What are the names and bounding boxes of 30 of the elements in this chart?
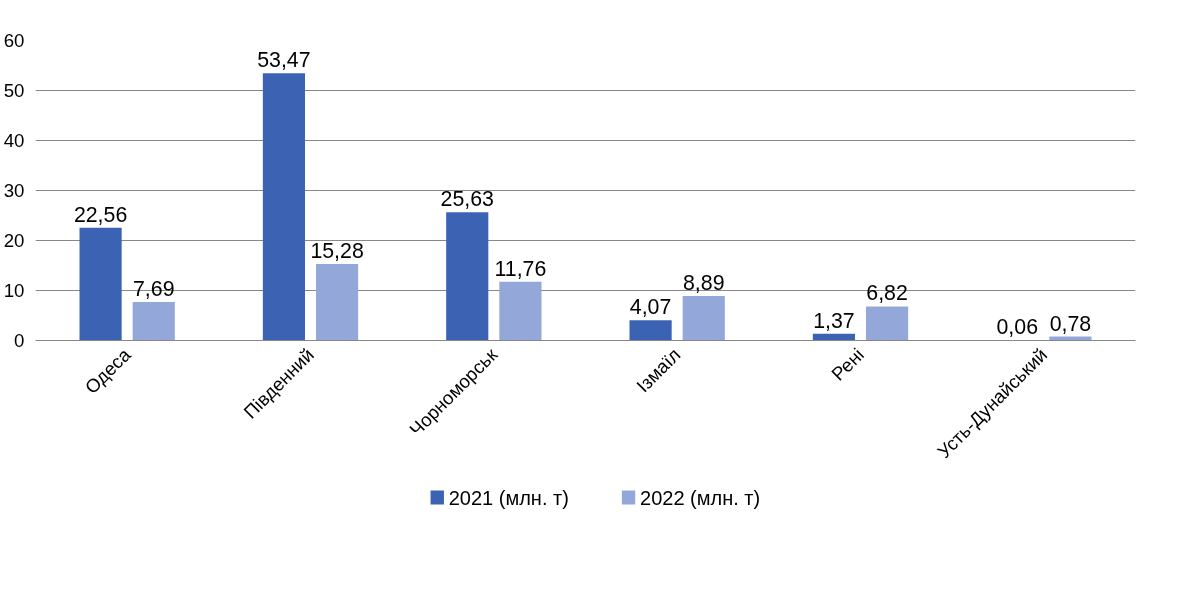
data-label: 22,56 [73,202,128,227]
y-tick-label: 60 [3,30,25,51]
bar [499,281,542,341]
y-tick-label: 30 [3,180,25,201]
data-label: 11,76 [494,256,547,281]
bar [629,320,672,341]
y-tick-label: 10 [3,280,25,301]
bar [866,306,909,341]
data-label: 25,63 [440,187,494,212]
bar [79,227,122,341]
data-label: 8,89 [682,271,725,296]
y-tick-label: 40 [3,130,25,151]
data-label: 4,07 [629,295,672,320]
legend-label: 2022 (млн. т) [640,486,761,509]
bar [446,212,489,341]
legend-label: 2021 (млн. т) [448,486,569,509]
data-label: 1,37 [813,308,855,333]
bar [262,73,305,341]
data-label: 53,47 [257,48,311,73]
bar [682,296,725,341]
y-tick-label: 0 [14,330,25,351]
bar [316,264,359,341]
y-tick-label: 50 [3,80,25,101]
data-label: 6,82 [866,281,908,306]
data-label: 7,69 [132,277,175,302]
data-label: 0,78 [1049,311,1092,336]
bar [132,302,175,341]
y-tick-label: 20 [3,230,25,251]
data-label: 0,06 [996,315,1039,340]
data-label: 15,28 [310,239,364,264]
